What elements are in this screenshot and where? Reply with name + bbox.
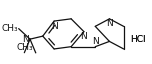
Text: N: N <box>106 19 113 28</box>
Text: N: N <box>51 22 57 31</box>
Text: HCl: HCl <box>130 35 146 44</box>
Text: N: N <box>22 35 29 44</box>
Text: CH₃: CH₃ <box>1 24 18 33</box>
Text: HCl: HCl <box>130 35 146 44</box>
Text: N: N <box>92 37 99 46</box>
Text: CH₃: CH₃ <box>16 43 33 52</box>
Text: N: N <box>81 32 87 41</box>
